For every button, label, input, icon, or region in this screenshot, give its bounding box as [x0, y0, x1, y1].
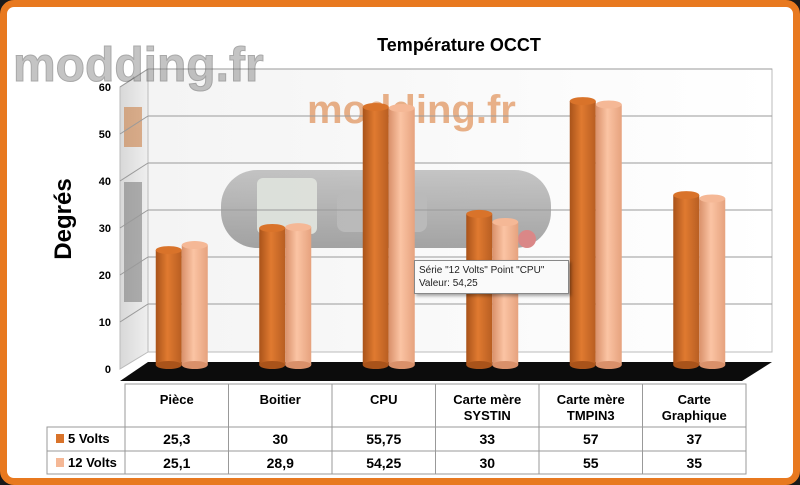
- category-label: Boitier: [260, 392, 301, 407]
- legend-entry: 12 Volts: [68, 455, 117, 470]
- bar-12v[interactable]: [181, 241, 208, 369]
- bar-12v[interactable]: [699, 194, 726, 370]
- table-value: 30: [479, 455, 495, 471]
- bar-12v[interactable]: [595, 100, 622, 370]
- bar-5v[interactable]: [155, 246, 182, 369]
- y-axis-label: Degrés: [50, 178, 77, 259]
- gridline-side: [119, 209, 149, 229]
- bar-12v[interactable]: [285, 223, 312, 369]
- category-label: Carte mère: [453, 392, 521, 407]
- gridline-side: [119, 162, 149, 182]
- bar-12v[interactable]: [388, 104, 415, 369]
- table-value: 33: [479, 431, 495, 447]
- y-tick-label: 10: [99, 317, 111, 329]
- category-label: Carte: [678, 392, 711, 407]
- bar-5v[interactable]: [569, 97, 596, 369]
- table-value: 28,9: [267, 455, 294, 471]
- table-value: 37: [686, 431, 702, 447]
- tooltip-value: Valeur: 54,25: [419, 278, 478, 289]
- gridline-side: [119, 256, 149, 276]
- chart-title: Température OCCT: [377, 35, 541, 55]
- legend-swatch: [56, 434, 64, 443]
- category-label: CPU: [370, 392, 397, 407]
- bar-5v[interactable]: [673, 191, 700, 369]
- table-value: 25,3: [163, 431, 190, 447]
- category-label-line2: TMPIN3: [567, 408, 615, 423]
- table-value: 35: [686, 455, 702, 471]
- bar-5v[interactable]: [259, 224, 286, 369]
- y-tick-label: 0: [105, 364, 111, 376]
- legend-swatch: [56, 458, 64, 467]
- logo-watermark: modding.fr: [13, 39, 264, 92]
- table-value: 30: [272, 431, 288, 447]
- data-point-tooltip: Série "12 Volts" Point "CPU" Valeur: 54,…: [414, 260, 569, 294]
- y-tick-label: 40: [99, 176, 111, 188]
- table-value: 55,75: [366, 431, 401, 447]
- category-label-line2: Graphique: [662, 408, 727, 423]
- category-label: Pièce: [160, 392, 194, 407]
- bar-5v[interactable]: [362, 102, 389, 369]
- category-label: Carte mère: [557, 392, 625, 407]
- y-tick-label: 20: [99, 270, 111, 282]
- gridline-side: [119, 115, 149, 135]
- y-tick-label: 30: [99, 223, 111, 235]
- chart-svg: modding.fr 0 10 20 30 40 50 60 Pièce Boitier CPU…: [13, 35, 773, 475]
- y-tick-label: 50: [99, 129, 111, 141]
- gridline-side: [119, 68, 149, 88]
- table-value: 55: [583, 455, 599, 471]
- legend-entry: 5 Volts: [68, 431, 110, 446]
- y-tick-label: 60: [99, 82, 111, 94]
- table-value: 57: [583, 431, 599, 447]
- gridline-side: [119, 303, 149, 323]
- table-value: 54,25: [366, 455, 401, 471]
- category-label-line2: SYSTIN: [464, 408, 511, 423]
- table-value: 25,1: [163, 455, 190, 471]
- tooltip-series-point: Série "12 Volts" Point "CPU": [419, 265, 545, 276]
